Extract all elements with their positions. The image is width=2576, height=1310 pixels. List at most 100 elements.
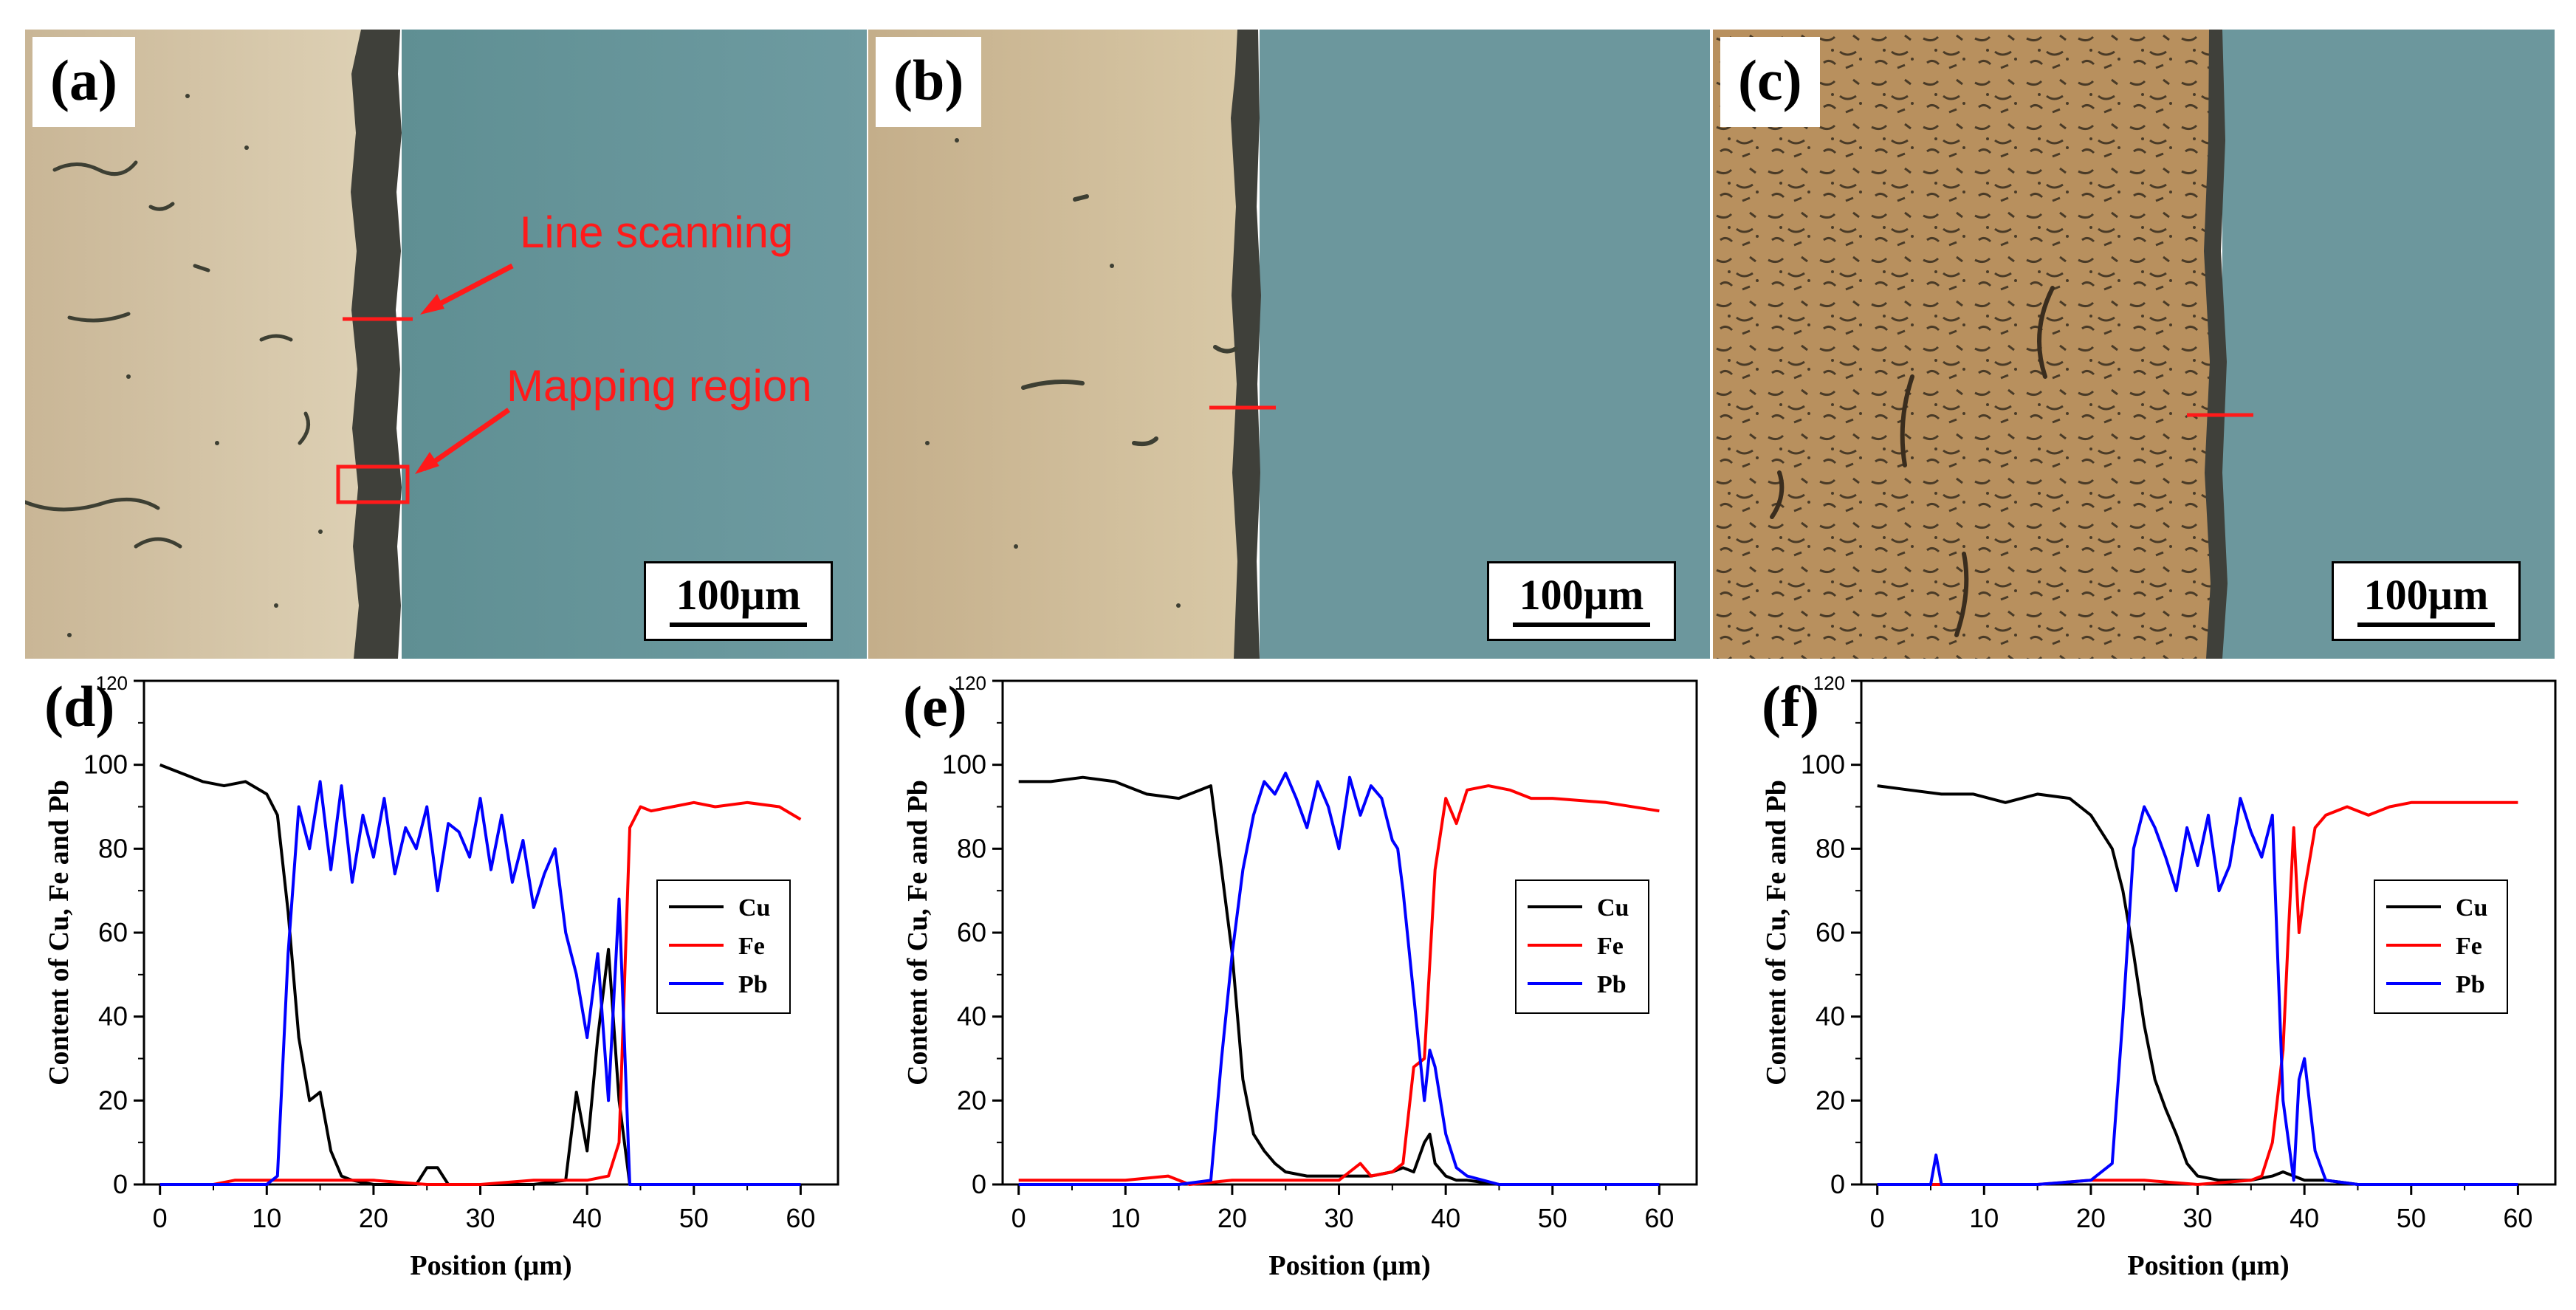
y-tick-label: 80 — [98, 833, 128, 863]
y-axis-label: Content of Cu, Fe and Pb — [44, 780, 75, 1086]
line-scanning-annotation: Line scanning — [520, 208, 794, 257]
scale-bar-text: 100µm — [1519, 571, 1644, 619]
cracks — [1770, 286, 2055, 637]
panel-label-e: (e) — [903, 674, 967, 738]
scale-bar-line — [1513, 623, 1650, 627]
pore-dots — [925, 138, 1181, 608]
y-tick-label: 100 — [1801, 750, 1845, 780]
micrograph-c: (c) 100µm — [1713, 30, 2555, 659]
y-tick-label: 40 — [1816, 1001, 1845, 1032]
line-scan-chart-d: 0 10 20 30 40 50 60 0 20 40 60 80 100 120 Position (µm… — [0, 659, 856, 1310]
x-axis-label: Position (µm) — [1268, 1250, 1430, 1281]
legend-label-pb: Pb — [1597, 971, 1627, 998]
mapping-region-box — [336, 464, 410, 504]
series-line-cu — [1018, 775, 1660, 1186]
x-tick-label: 30 — [466, 1203, 495, 1233]
x-axis-label: Position (µm) — [410, 1250, 571, 1281]
x-tick-label: 10 — [252, 1203, 281, 1233]
panel-label-d: (d) — [44, 674, 115, 738]
x-tick-label: 60 — [1644, 1203, 1674, 1233]
copper-layer — [868, 30, 1241, 659]
x-axis-label: Position (µm) — [2127, 1250, 2289, 1281]
panel-label-c: (c) — [1720, 37, 1820, 127]
scale-bar-line — [2357, 623, 2495, 627]
scale-bar-text: 100µm — [676, 571, 801, 619]
y-tick-label: 120 — [96, 672, 128, 694]
x-tick-label: 30 — [2183, 1203, 2213, 1233]
x-tick-label: 40 — [2290, 1203, 2319, 1233]
pore-dots — [67, 94, 323, 637]
y-axis-label: Content of Cu, Fe and Pb — [902, 780, 933, 1086]
x-tick-label: 50 — [679, 1203, 709, 1233]
scale-bar-line — [670, 623, 807, 627]
y-axis-label: Content of Cu, Fe and Pb — [1761, 780, 1792, 1086]
interface-layer — [2204, 30, 2228, 659]
legend-label-cu: Cu — [738, 894, 770, 922]
x-tick-label: 50 — [2397, 1203, 2426, 1233]
y-tick-label: 40 — [957, 1001, 986, 1032]
series-line-pb — [159, 780, 801, 1186]
copper-layer — [25, 30, 365, 659]
y-tick-label: 60 — [98, 917, 128, 947]
x-tick-label: 10 — [1110, 1203, 1140, 1233]
x-tick-label: 60 — [2503, 1203, 2532, 1233]
legend-label-pb: Pb — [2456, 971, 2485, 998]
line-scan-chart-f: 0 10 20 30 40 50 60 0 20 40 60 80 100 120 Position (µm… — [1717, 659, 2574, 1310]
micrograph-a: (a) Line scanning Mapping region 100µm — [25, 30, 867, 659]
legend-label-cu: Cu — [2456, 894, 2487, 922]
series-line-cu — [1877, 784, 2518, 1186]
x-tick-label: 10 — [1969, 1203, 1999, 1233]
scale-bar-b: 100µm — [1487, 561, 1676, 641]
steel-substrate — [2222, 30, 2555, 659]
y-tick-label: 0 — [113, 1169, 128, 1199]
y-tick-label: 80 — [957, 833, 986, 863]
scale-bar-text: 100µm — [2363, 571, 2489, 619]
annotation-arrows — [415, 263, 514, 474]
x-tick-label: 50 — [1538, 1203, 1567, 1233]
scale-bar-c: 100µm — [2332, 561, 2521, 641]
y-tick-label: 0 — [1830, 1169, 1845, 1199]
x-tick-label: 60 — [786, 1203, 815, 1233]
y-tick-label: 60 — [957, 917, 986, 947]
y-tick-label: 0 — [972, 1169, 986, 1199]
pores — [25, 160, 311, 549]
micrograph-b: (b) 100µm — [868, 30, 1710, 659]
mapping-region-annotation: Mapping region — [506, 361, 812, 411]
y-tick-label: 80 — [1816, 833, 1845, 863]
panel-label-a: (a) — [32, 37, 135, 127]
legend-label-pb: Pb — [738, 971, 768, 998]
x-tick-label: 40 — [1431, 1203, 1460, 1233]
x-tick-label: 20 — [1217, 1203, 1247, 1233]
pores — [1021, 194, 1238, 447]
y-tick-label: 20 — [98, 1085, 128, 1115]
x-tick-label: 0 — [1870, 1203, 1885, 1233]
legend-label-fe: Fe — [738, 933, 765, 960]
legend-label-fe: Fe — [1597, 933, 1624, 960]
y-tick-label: 20 — [1816, 1085, 1845, 1115]
legend-label-cu: Cu — [1597, 894, 1629, 922]
legend-label-fe: Fe — [2456, 933, 2482, 960]
x-tick-label: 0 — [1011, 1203, 1026, 1233]
interface-layer — [351, 30, 402, 659]
x-tick-label: 0 — [153, 1203, 168, 1233]
x-tick-label: 30 — [1325, 1203, 1354, 1233]
y-tick-label: 60 — [1816, 917, 1845, 947]
scale-bar-a: 100µm — [644, 561, 833, 641]
interface-layer — [1231, 30, 1261, 659]
y-tick-label: 100 — [83, 750, 128, 780]
series-line-pb — [1018, 772, 1660, 1186]
y-tick-label: 40 — [98, 1001, 128, 1032]
y-tick-label: 100 — [942, 750, 986, 780]
steel-substrate — [402, 30, 867, 659]
line-scan-chart-e: 0 10 20 30 40 50 60 0 20 40 60 80 100 120 Position (µm… — [859, 659, 1715, 1310]
series-line-pb — [1877, 797, 2518, 1186]
series-line-fe — [159, 800, 802, 1186]
x-tick-label: 20 — [359, 1203, 388, 1233]
steel-substrate — [1260, 30, 1710, 659]
x-tick-label: 40 — [572, 1203, 602, 1233]
y-tick-label: 120 — [955, 672, 986, 694]
x-tick-label: 20 — [2076, 1203, 2106, 1233]
panel-label-f: (f) — [1762, 674, 1819, 738]
y-tick-label: 20 — [957, 1085, 986, 1115]
panel-label-b: (b) — [876, 37, 982, 127]
